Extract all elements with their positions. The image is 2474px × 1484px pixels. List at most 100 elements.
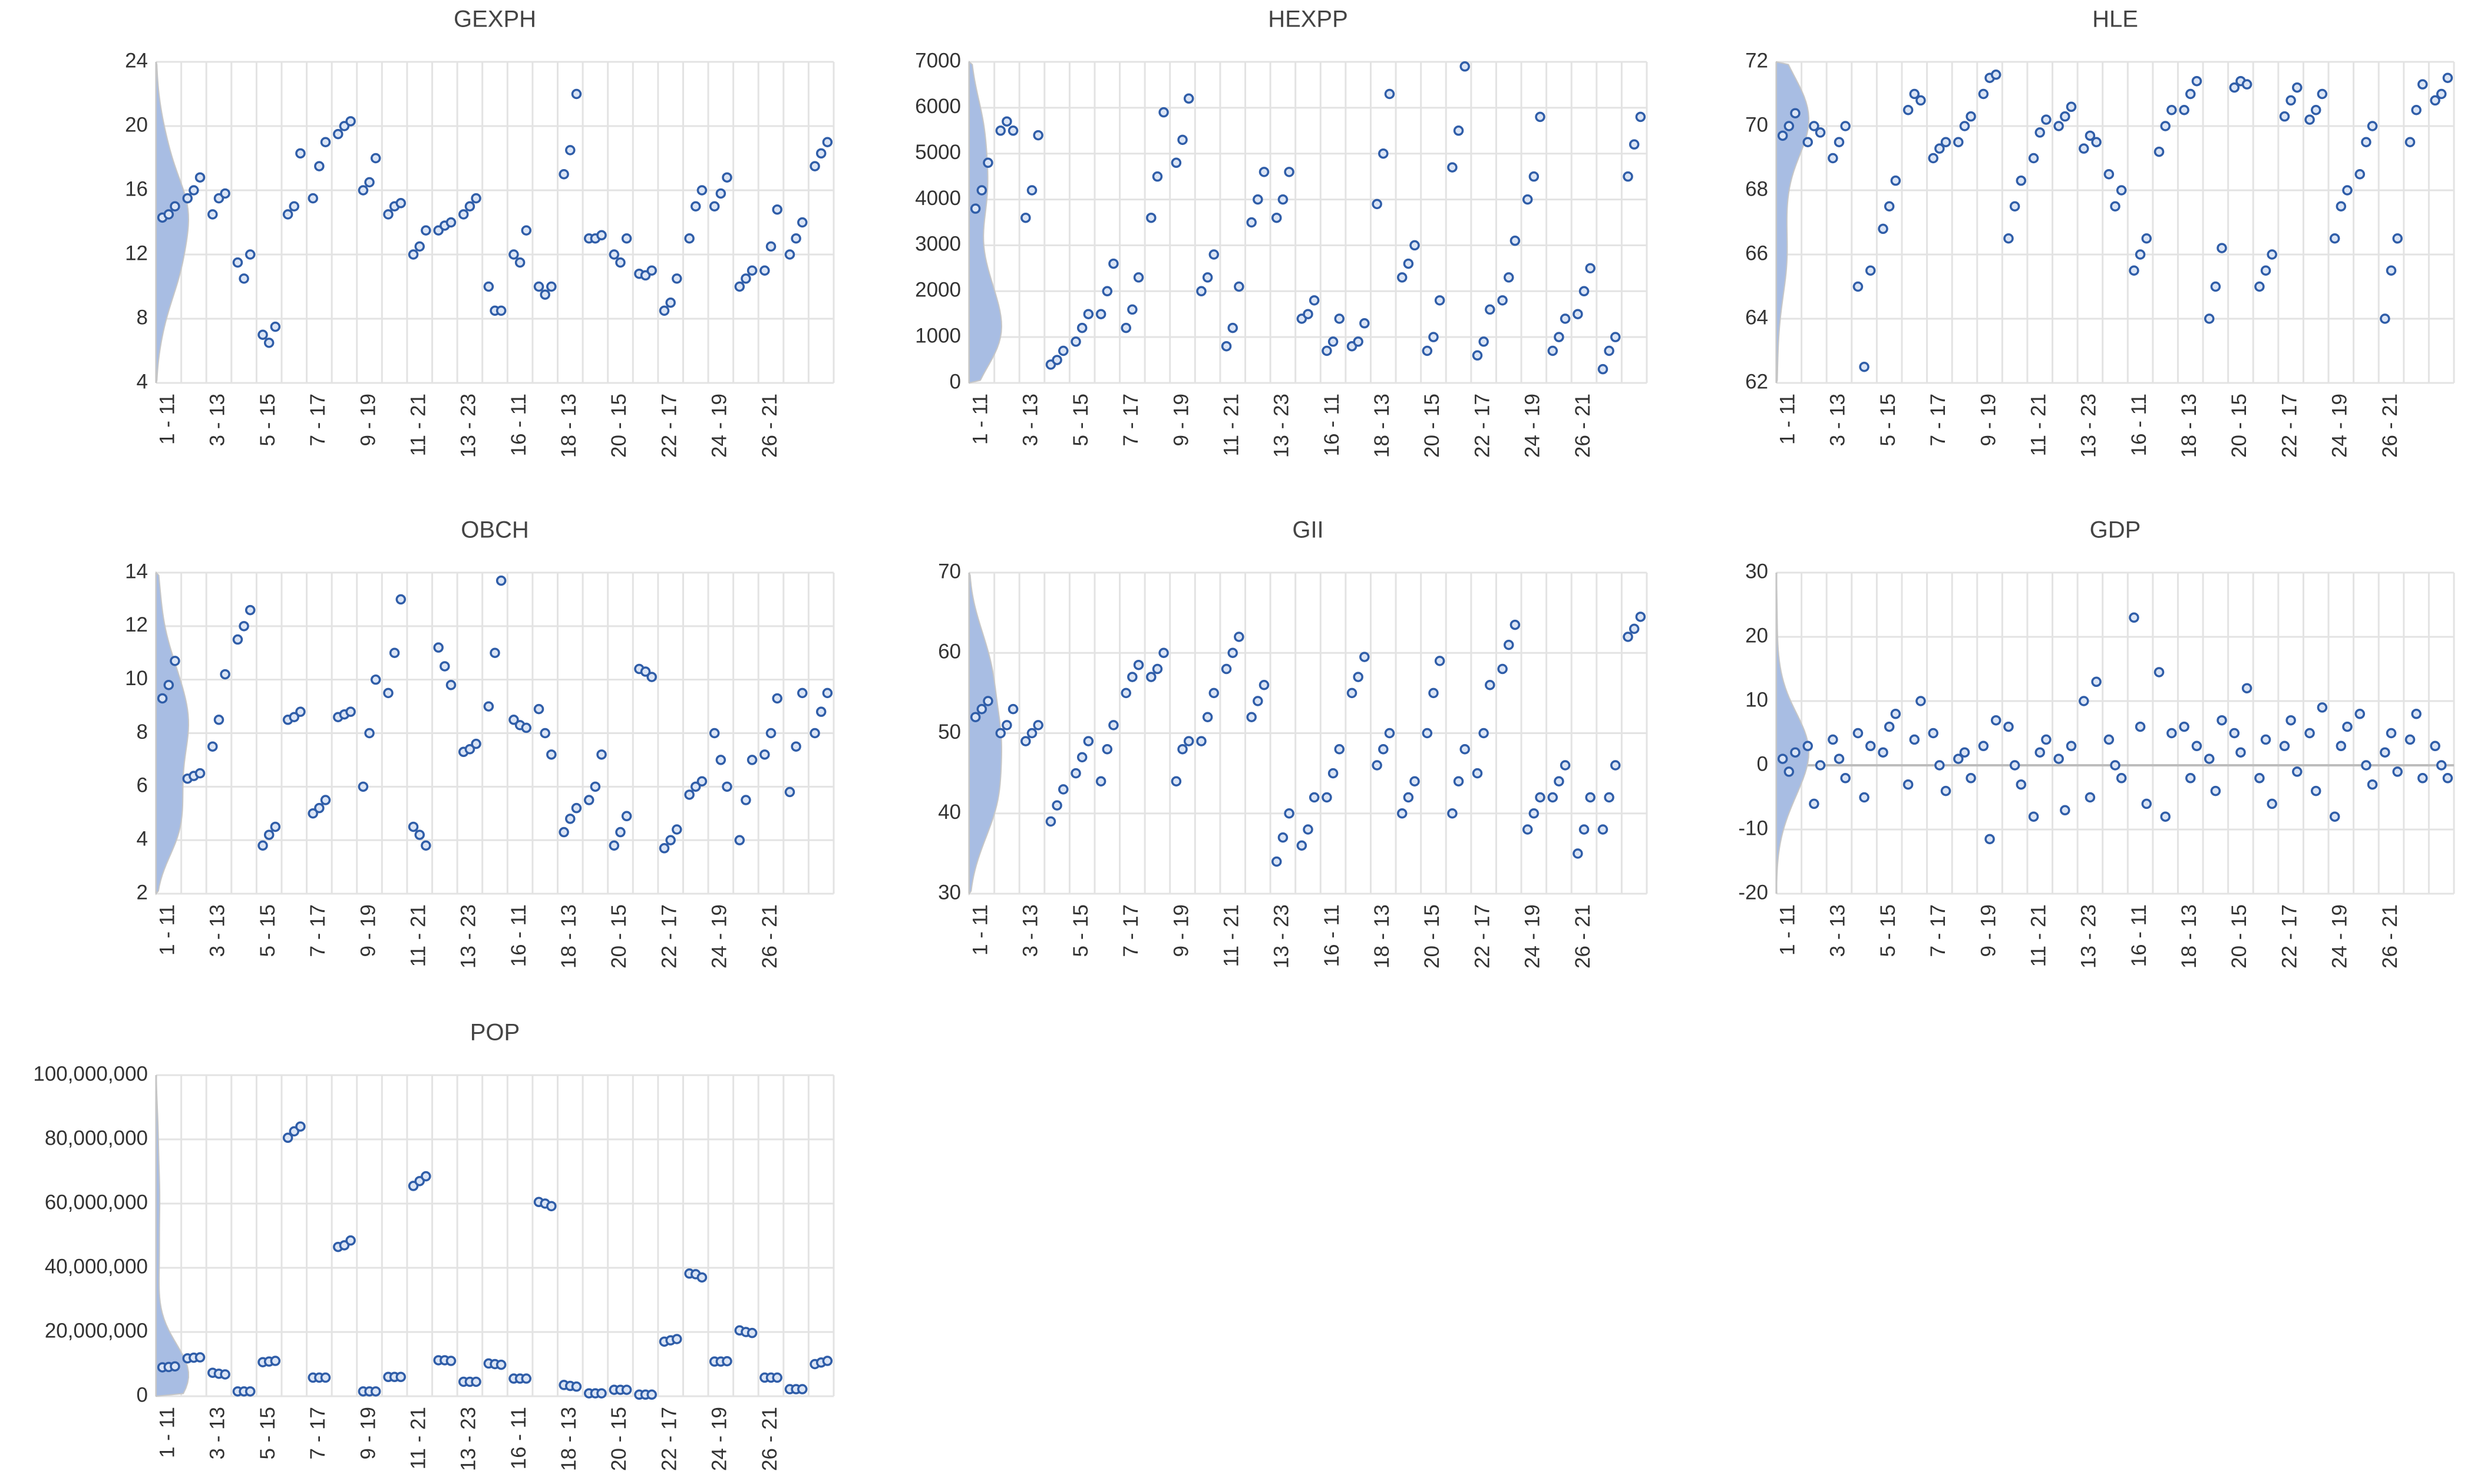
point: [220, 1369, 230, 1380]
point: [2436, 760, 2447, 771]
point: [1071, 768, 1081, 779]
point: [514, 257, 526, 268]
point: [370, 153, 381, 164]
x-tick-label: 9 - 19: [1977, 904, 2000, 957]
point: [976, 185, 987, 196]
point: [364, 728, 375, 739]
point: [1522, 194, 1533, 205]
point: [571, 88, 582, 100]
x-tick-label: 26 - 21: [1571, 394, 1594, 458]
point: [822, 137, 833, 147]
point: [270, 1356, 281, 1366]
point: [609, 249, 620, 260]
point: [421, 840, 431, 851]
point: [308, 808, 318, 819]
point: [1859, 362, 1869, 372]
point: [2217, 715, 2227, 726]
point: [1353, 672, 1363, 682]
point: [659, 305, 670, 316]
point: [684, 789, 695, 800]
x-tick-label: 13 - 23: [1270, 394, 1293, 458]
point: [1183, 736, 1194, 746]
point: [308, 193, 318, 204]
point: [1878, 223, 1888, 234]
point: [2116, 185, 2127, 196]
y-tick-label: 2: [137, 881, 148, 904]
point: [1852, 728, 1864, 739]
point: [1146, 672, 1157, 682]
point: [696, 1272, 708, 1283]
point: [1447, 808, 1458, 819]
point: [810, 161, 820, 171]
point: [995, 728, 1006, 739]
point: [609, 840, 620, 851]
x-tick-label: 7 - 17: [306, 394, 329, 447]
point: [2034, 127, 2045, 138]
point: [696, 185, 708, 196]
point: [1083, 736, 1094, 746]
point: [2285, 715, 2296, 726]
point: [2361, 137, 2371, 147]
x-tick-label: 20 - 15: [607, 904, 630, 969]
x-tick-label: 5 - 15: [1069, 904, 1092, 957]
y-tick-label: 20: [1745, 624, 1768, 647]
x-tick-label: 24 - 19: [708, 394, 731, 458]
point: [1327, 768, 1339, 779]
y-tick-label: 68: [1745, 177, 1768, 200]
point: [445, 680, 457, 690]
x-tick-label: 24 - 19: [708, 1407, 731, 1471]
point: [791, 233, 801, 244]
point: [194, 172, 206, 183]
point: [722, 1356, 732, 1367]
point: [1095, 309, 1106, 319]
point: [1033, 130, 1043, 141]
point: [1227, 647, 1238, 658]
point: [590, 781, 601, 792]
point: [646, 1389, 657, 1400]
point: [395, 198, 407, 209]
point: [1076, 752, 1088, 763]
x-tick-label: 16 - 11: [1320, 394, 1343, 456]
y-tick-label: 60: [938, 640, 961, 663]
point: [2392, 766, 2403, 777]
y-tick-label: 30: [1745, 560, 1768, 583]
point: [1928, 728, 1938, 739]
point: [314, 802, 325, 814]
y-tick-label: 72: [1745, 49, 1768, 72]
point: [1026, 185, 1038, 196]
point: [1058, 784, 1069, 795]
point: [2229, 82, 2240, 93]
y-tick-label: 4: [137, 370, 148, 393]
y-tick-label: 24: [125, 49, 148, 72]
point: [2041, 114, 2052, 125]
y-tick-label: 20: [125, 113, 148, 136]
y-tick-label: 10: [125, 667, 148, 690]
point: [1202, 272, 1213, 283]
point: [2310, 105, 2321, 115]
point: [1547, 792, 1558, 803]
point: [1322, 345, 1332, 356]
point: [1127, 672, 1138, 682]
point: [1478, 728, 1489, 739]
point: [364, 177, 375, 188]
point: [2110, 760, 2120, 771]
point: [1221, 341, 1232, 352]
point: [646, 265, 657, 276]
point: [596, 1388, 607, 1399]
point: [2003, 721, 2014, 732]
y-tick-label: 3000: [915, 233, 961, 256]
point: [239, 273, 249, 284]
point: [533, 703, 544, 715]
point: [1171, 776, 1182, 786]
point: [621, 233, 632, 244]
point: [2009, 760, 2020, 771]
density: [156, 571, 190, 895]
y-tick-label: 1000: [915, 324, 961, 347]
point: [1528, 171, 1540, 182]
point: [1309, 295, 1320, 306]
x-tick-label: 22 - 17: [658, 904, 681, 969]
point: [490, 647, 500, 658]
point: [1629, 623, 1640, 634]
point: [2411, 105, 2422, 115]
x-tick-label: 3 - 13: [1826, 394, 1849, 447]
